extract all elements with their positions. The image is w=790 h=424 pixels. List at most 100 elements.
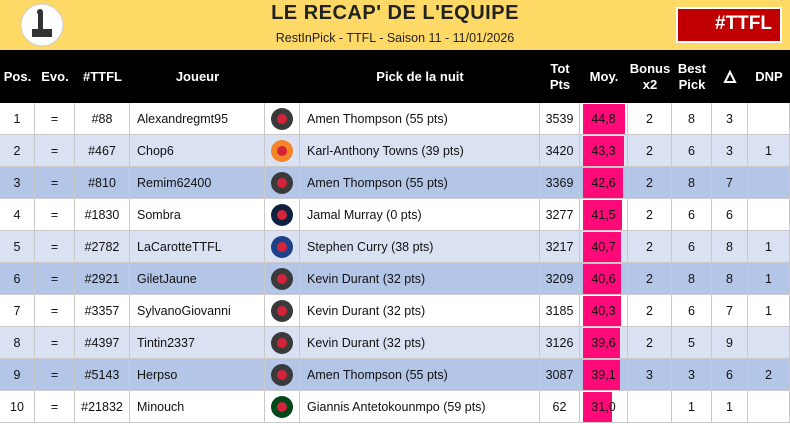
logo-cell bbox=[265, 327, 300, 359]
average-bar bbox=[583, 168, 623, 198]
average-cell: 44,8 bbox=[580, 103, 628, 135]
table-cell: #88 bbox=[75, 103, 130, 135]
table-cell: Kevin Durant (32 pts) bbox=[300, 295, 540, 327]
average-label: 41,5 bbox=[591, 207, 616, 222]
table-cell: 8 bbox=[0, 327, 35, 359]
table-cell: 6 bbox=[0, 263, 35, 295]
table-cell: 1 bbox=[748, 295, 790, 327]
header-cell: Evo. bbox=[41, 68, 69, 84]
title-band: LE RECAP' DE L'EQUIPE RestInPick - TTFL … bbox=[0, 0, 790, 50]
table-cell: 3420 bbox=[540, 135, 580, 167]
logo-cell bbox=[265, 167, 300, 199]
average-bar bbox=[583, 296, 621, 326]
table-cell: = bbox=[35, 263, 75, 295]
table-cell: 3185 bbox=[540, 295, 580, 327]
table-cell: = bbox=[35, 231, 75, 263]
table-cell: = bbox=[35, 391, 75, 423]
badge: #TTFL bbox=[676, 7, 782, 43]
table-cell: 3209 bbox=[540, 263, 580, 295]
average-label: 39,1 bbox=[591, 367, 616, 382]
empty-cell bbox=[748, 103, 790, 135]
table-cell: 1 bbox=[748, 231, 790, 263]
table-cell: = bbox=[35, 295, 75, 327]
header-cell: #TTFL bbox=[83, 68, 122, 84]
team-logo bbox=[271, 363, 293, 386]
team-logo bbox=[271, 235, 293, 258]
table-cell: 1 bbox=[748, 263, 790, 295]
empty-cell bbox=[748, 391, 790, 423]
table-cell: 9 bbox=[712, 327, 748, 359]
table-cell: = bbox=[35, 199, 75, 231]
table-cell: 10 bbox=[0, 391, 35, 423]
team-logo bbox=[271, 331, 293, 354]
table-cell: = bbox=[35, 167, 75, 199]
header-cell: Pos. bbox=[3, 68, 32, 84]
table-cell: Amen Thompson (55 pts) bbox=[300, 103, 540, 135]
team-logo bbox=[271, 139, 293, 162]
logo-cell bbox=[265, 391, 300, 423]
team-logo bbox=[271, 171, 293, 194]
table-cell: GiletJaune bbox=[130, 263, 265, 295]
table-cell: 3 bbox=[712, 103, 748, 135]
table-cell: 3 bbox=[672, 359, 712, 391]
team-logo bbox=[271, 299, 293, 322]
table-cell: 2 bbox=[628, 327, 672, 359]
team-logo bbox=[271, 395, 293, 418]
average-bar bbox=[583, 200, 622, 230]
table-cell: Chop6 bbox=[130, 135, 265, 167]
average-label: 42,6 bbox=[591, 175, 616, 190]
table-cell: Giannis Antetokounmpo (59 pts) bbox=[300, 391, 540, 423]
average-label: 40,7 bbox=[591, 239, 616, 254]
table-cell: 9 bbox=[0, 359, 35, 391]
table-cell: 3539 bbox=[540, 103, 580, 135]
table-cell: 3217 bbox=[540, 231, 580, 263]
average-label: 39,6 bbox=[591, 335, 616, 350]
title: LE RECAP' DE L'EQUIPE bbox=[271, 2, 519, 24]
table-cell: = bbox=[35, 359, 75, 391]
empty-cell bbox=[748, 327, 790, 359]
table-cell: 3 bbox=[628, 359, 672, 391]
logo-cell bbox=[265, 199, 300, 231]
table-cell: 7 bbox=[712, 295, 748, 327]
average-cell: 39,1 bbox=[580, 359, 628, 391]
table-cell: 1 bbox=[672, 391, 712, 423]
header-cell: Tot Pts bbox=[549, 60, 571, 92]
table-cell: = bbox=[35, 135, 75, 167]
table-cell: = bbox=[35, 103, 75, 135]
table-cell: LaCarotteTTFL bbox=[130, 231, 265, 263]
average-cell: 40,7 bbox=[580, 231, 628, 263]
table-cell: 6 bbox=[672, 135, 712, 167]
table-cell: 2 bbox=[628, 199, 672, 231]
table-cell: Stephen Curry (38 pts) bbox=[300, 231, 540, 263]
table-cell: Minouch bbox=[130, 391, 265, 423]
average-bar bbox=[583, 136, 624, 166]
table-cell: 8 bbox=[712, 263, 748, 295]
table-cell: 7 bbox=[0, 295, 35, 327]
table-cell: 6 bbox=[712, 199, 748, 231]
logo-cell bbox=[265, 231, 300, 263]
average-label: 43,3 bbox=[591, 143, 616, 158]
table-cell: Herpso bbox=[130, 359, 265, 391]
average-bar bbox=[583, 104, 625, 134]
average-label: 40,6 bbox=[591, 271, 616, 286]
table-cell: 8 bbox=[712, 231, 748, 263]
table-cell: #3357 bbox=[75, 295, 130, 327]
table-cell: 2 bbox=[628, 231, 672, 263]
table-cell: 3369 bbox=[540, 167, 580, 199]
average-cell: 40,3 bbox=[580, 295, 628, 327]
average-bar bbox=[583, 232, 622, 262]
table-cell: 3277 bbox=[540, 199, 580, 231]
table-cell: 2 bbox=[628, 103, 672, 135]
average-cell: 39,6 bbox=[580, 327, 628, 359]
table-cell: 6 bbox=[672, 295, 712, 327]
table-cell: Remim62400 bbox=[130, 167, 265, 199]
logo-cell bbox=[265, 103, 300, 135]
header-cell: Joueur bbox=[175, 68, 220, 84]
team-logo bbox=[271, 267, 293, 290]
header-cell: Moy. bbox=[589, 68, 619, 84]
table-cell: Kevin Durant (32 pts) bbox=[300, 327, 540, 359]
table-cell: 3 bbox=[0, 167, 35, 199]
average-cell: 31,0 bbox=[580, 391, 628, 423]
table-cell: #467 bbox=[75, 135, 130, 167]
logo-cell bbox=[265, 263, 300, 295]
